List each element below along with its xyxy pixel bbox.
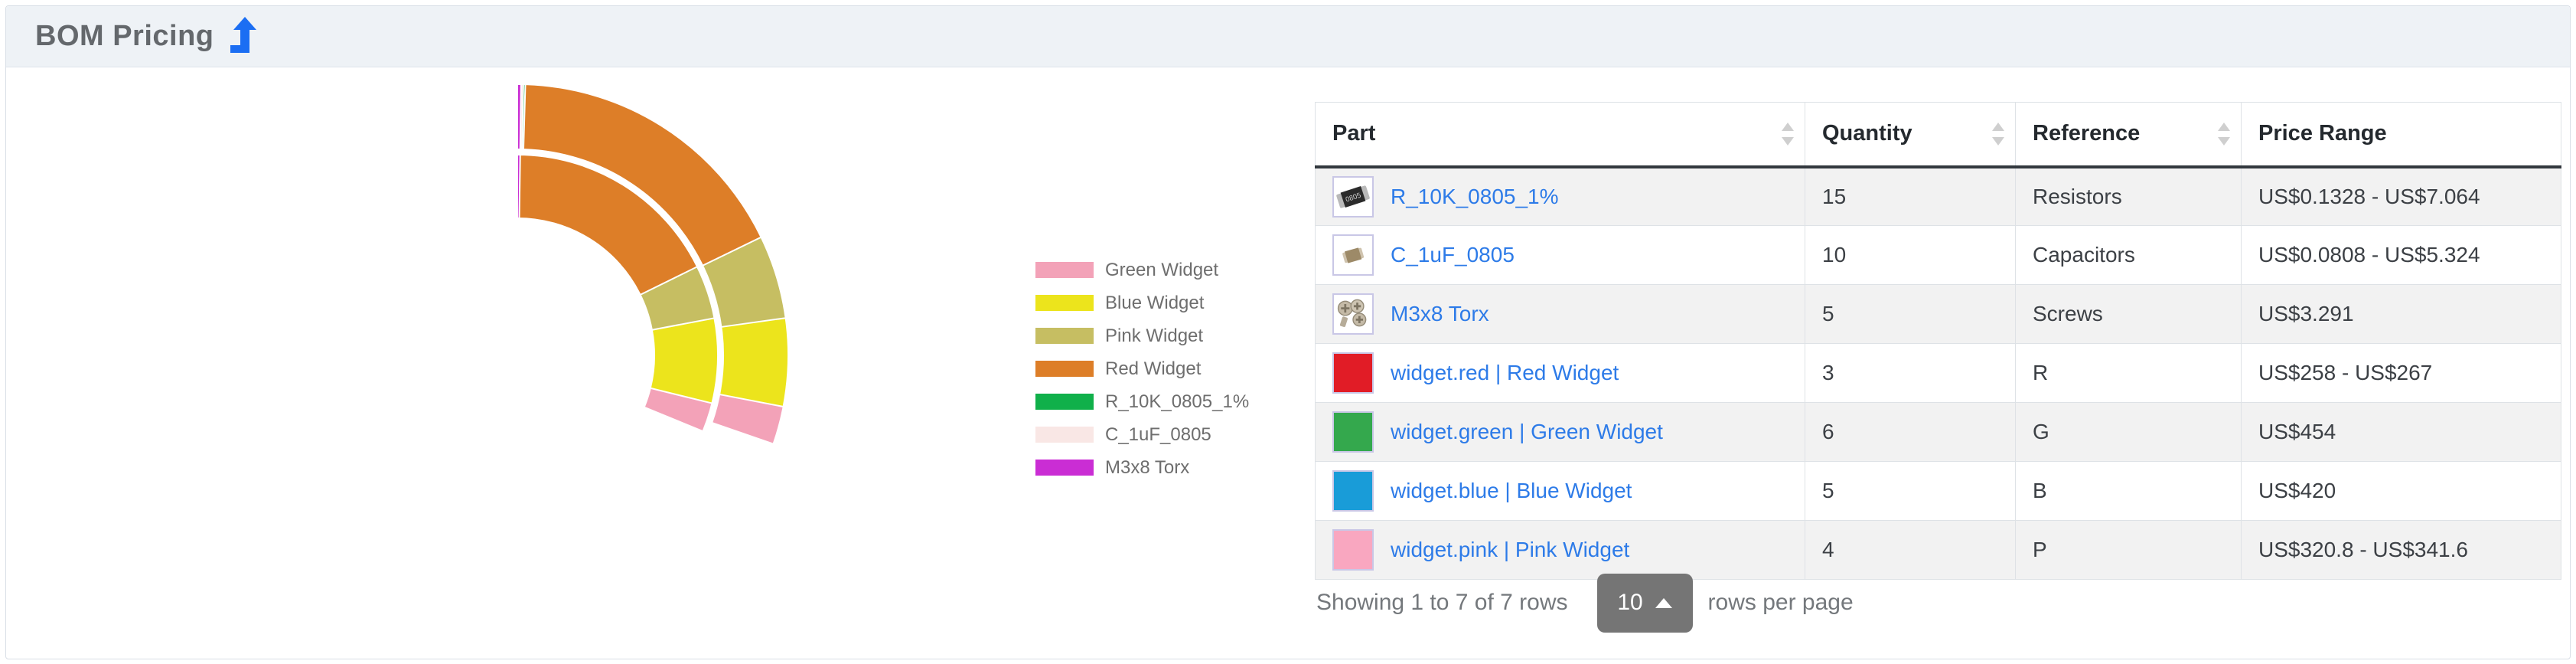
table-row: widget.green | Green Widget 6 G US$454: [1315, 402, 2561, 462]
bom-price-donut-chart[interactable]: [219, 57, 816, 654]
legend-swatch: [1035, 394, 1094, 410]
column-header-price-range: Price Range: [2241, 102, 2561, 168]
screws-thumbnail-image: [1332, 293, 1374, 335]
blue-widget-swatch-image: [1332, 470, 1374, 512]
table-row: widget.blue | Blue Widget 5 B US$420: [1315, 461, 2561, 521]
legend-item-capacitor[interactable]: C_1uF_0805: [1035, 424, 1249, 445]
legend-swatch: [1035, 460, 1094, 476]
legend-label: M3x8 Torx: [1105, 456, 1190, 478]
reference-cell: Resistors: [2015, 166, 2242, 226]
price-range-cell: US$320.8 - US$341.6: [2241, 520, 2561, 580]
legend-swatch: [1035, 427, 1094, 443]
legend-label: R_10K_0805_1%: [1105, 391, 1250, 412]
legend-label: Blue Widget: [1105, 292, 1205, 313]
legend-swatch: [1035, 361, 1094, 377]
sort-icon: [2218, 121, 2230, 147]
reference-cell: Capacitors: [2015, 225, 2242, 285]
pagination-summary: Showing 1 to 7 of 7 rows: [1316, 590, 1568, 615]
legend-label: Pink Widget: [1105, 325, 1204, 346]
legend-item-red-widget[interactable]: Red Widget: [1035, 358, 1249, 379]
panel-title: BOM Pricing: [35, 20, 214, 52]
price-range-cell: US$454: [2241, 402, 2561, 462]
legend-item-resistor[interactable]: R_10K_0805_1%: [1035, 391, 1250, 412]
sort-icon: [1992, 121, 2004, 147]
part-link[interactable]: R_10K_0805_1%: [1391, 184, 1559, 208]
legend-swatch: [1035, 295, 1094, 311]
collapse-arrow-icon[interactable]: [227, 15, 257, 57]
panel-header: BOM Pricing: [6, 6, 2570, 67]
sort-icon: [1782, 121, 1794, 147]
part-link[interactable]: widget.pink | Pink Widget: [1391, 538, 1630, 561]
bom-pricing-panel: BOM Pricing Green Widget Blue Widget Pin…: [5, 5, 2571, 659]
part-link[interactable]: M3x8 Torx: [1391, 302, 1489, 325]
green-widget-swatch-image: [1332, 411, 1374, 453]
column-header-reference[interactable]: Reference: [2015, 102, 2242, 168]
quantity-cell: 5: [1805, 284, 2016, 344]
legend-swatch: [1035, 262, 1094, 278]
donut-slice-red-widget[interactable]: [517, 153, 699, 296]
donut-slice-m3x8-torx[interactable]: [517, 83, 522, 151]
price-range-cell: US$0.0808 - US$5.324: [2241, 225, 2561, 285]
part-link[interactable]: widget.blue | Blue Widget: [1391, 479, 1632, 502]
part-link[interactable]: widget.red | Red Widget: [1391, 361, 1619, 384]
column-label: Reference: [2033, 121, 2141, 146]
reference-cell: G: [2015, 402, 2242, 462]
rows-per-page-label: rows per page: [1707, 590, 1854, 615]
capacitor-thumbnail-image: [1332, 234, 1374, 276]
donut-slice-red-widget[interactable]: [517, 83, 762, 267]
table-header-row: Part Quantity Reference Price Range: [1315, 102, 2561, 168]
quantity-cell: 5: [1805, 461, 2016, 521]
legend-item-pink-widget[interactable]: Pink Widget: [1035, 325, 1249, 346]
quantity-cell: 10: [1805, 225, 2016, 285]
quantity-cell: 15: [1805, 166, 2016, 226]
legend-item-blue-widget[interactable]: Blue Widget: [1035, 292, 1249, 313]
resistor-thumbnail-image: 0805: [1332, 175, 1374, 218]
reference-cell: P: [2015, 520, 2242, 580]
price-range-cell: US$258 - US$267: [2241, 343, 2561, 403]
legend-swatch: [1035, 328, 1094, 344]
price-range-cell: US$3.291: [2241, 284, 2561, 344]
legend-label: C_1uF_0805: [1105, 424, 1211, 445]
part-link[interactable]: C_1uF_0805: [1391, 243, 1515, 267]
donut-slice-m3x8-torx[interactable]: [517, 153, 521, 220]
column-header-part[interactable]: Part: [1315, 102, 1805, 168]
table-row: M3x8 Torx 5 Screws US$3.291: [1315, 284, 2561, 344]
table-row: widget.pink | Pink Widget 4 P US$320.8 -…: [1315, 520, 2561, 580]
caret-up-icon: [1655, 597, 1672, 608]
pagination-bar: Showing 1 to 7 of 7 rows 10 rows per pag…: [1316, 573, 1854, 633]
column-header-quantity[interactable]: Quantity: [1805, 102, 2016, 168]
quantity-cell: 4: [1805, 520, 2016, 580]
legend-label: Red Widget: [1105, 358, 1202, 379]
reference-cell: R: [2015, 343, 2242, 403]
price-range-cell: US$420: [2241, 461, 2561, 521]
quantity-cell: 3: [1805, 343, 2016, 403]
part-link[interactable]: widget.green | Green Widget: [1391, 420, 1663, 443]
table-row: C_1uF_0805 10 Capacitors US$0.0808 - US$…: [1315, 225, 2561, 285]
red-widget-swatch-image: [1332, 352, 1374, 394]
legend-item-screw[interactable]: M3x8 Torx: [1035, 456, 1249, 478]
page-size-dropdown-button[interactable]: 10: [1596, 573, 1693, 633]
table-row: widget.red | Red Widget 3 R US$258 - US$…: [1315, 343, 2561, 403]
column-label: Price Range: [2258, 121, 2387, 146]
legend-label: Green Widget: [1105, 259, 1219, 280]
column-label: Quantity: [1822, 121, 1912, 146]
column-label: Part: [1332, 121, 1376, 146]
chart-legend: Green Widget Blue Widget Pink Widget Red…: [1035, 259, 1250, 492]
pink-widget-swatch-image: [1332, 529, 1374, 571]
bom-table: Part Quantity Reference Price Range: [1315, 102, 2561, 580]
quantity-cell: 6: [1805, 402, 2016, 462]
page-size-value: 10: [1617, 590, 1643, 615]
reference-cell: B: [2015, 461, 2242, 521]
price-range-cell: US$0.1328 - US$7.064: [2241, 166, 2561, 226]
table-row: 0805 R_10K_0805_1% 15 Resistors US$0.132…: [1315, 166, 2561, 226]
legend-item-green-widget[interactable]: Green Widget: [1035, 259, 1249, 280]
reference-cell: Screws: [2015, 284, 2242, 344]
